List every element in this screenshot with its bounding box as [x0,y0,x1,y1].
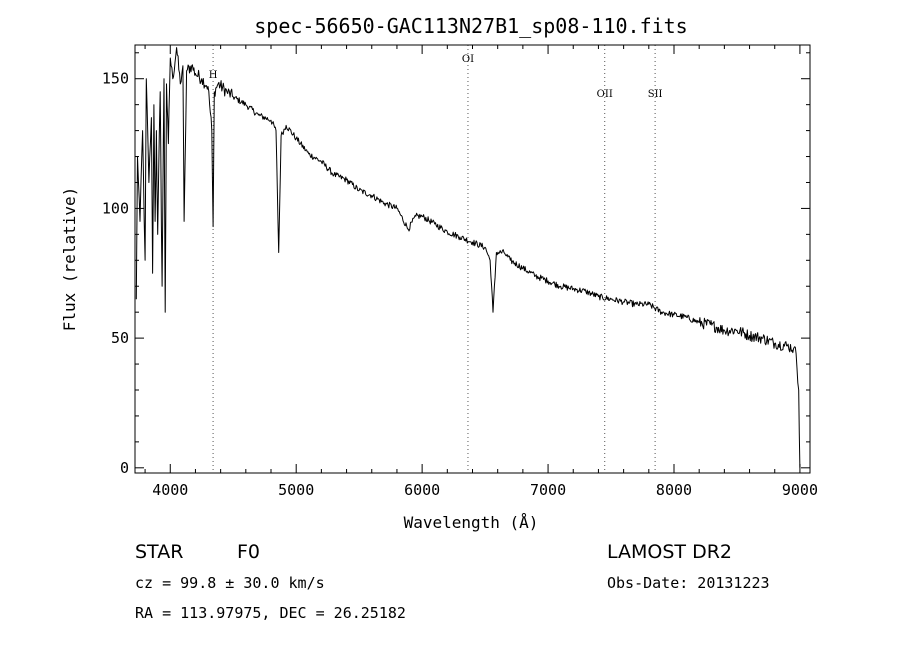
chart-title: spec-56650-GAC113N27B1_sp08-110.fits [254,14,687,38]
x-axis-label: Wavelength (Å) [404,513,539,532]
y-axis-label: Flux (relative) [60,187,79,332]
observation-date: Obs-Date: 20131223 [607,574,770,592]
redshift-cz: cz = 99.8 ± 30.0 km/s [135,574,325,592]
x-tick-label: 9000 [782,481,818,499]
x-tick-label: 4000 [152,481,188,499]
x-tick-label: 7000 [530,481,566,499]
y-tick-label: 0 [120,459,129,477]
x-tick-label: 8000 [656,481,692,499]
axis-ticks [135,45,810,473]
reference-line-label: OII [597,89,613,100]
coordinates: RA = 113.97975, DEC = 26.25182 [135,604,406,622]
y-tick-label: 150 [102,70,129,88]
spectrum-series [135,47,801,468]
tick-labels: 4000 5000 6000 7000 8000 9000 0 50 100 150 [102,70,818,499]
survey-name: LAMOST DR2 [607,541,732,563]
x-tick-label: 6000 [404,481,440,499]
plot-frame [134,44,811,474]
y-tick-label: 50 [111,329,129,347]
reference-line-label: H [209,70,218,81]
reference-line-label: SII [648,89,663,100]
spectrum-line [135,47,801,468]
object-class: STAR [135,541,184,563]
reference-lines: H OI OII SII [209,45,663,473]
x-tick-label: 5000 [278,481,314,499]
y-tick-label: 100 [102,199,129,217]
object-subclass: F0 [237,541,261,563]
reference-line-label: OI [462,54,474,65]
